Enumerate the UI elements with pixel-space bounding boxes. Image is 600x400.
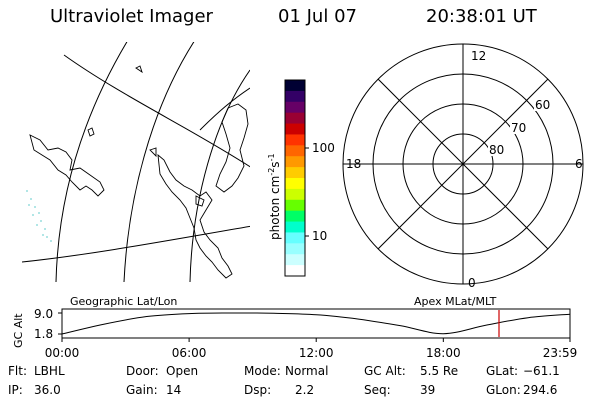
colorbar-cell — [285, 221, 305, 233]
timeline-xtick-label: 23:59 — [543, 346, 578, 360]
app-title: Ultraviolet Imager — [50, 6, 213, 27]
param-label: GLon: — [486, 383, 521, 397]
timeline-xtick-labels: 00:00 06:00 12:00 18:00 23:59 — [45, 346, 578, 360]
param-value: Open — [166, 364, 199, 378]
colorbar-cell — [285, 123, 305, 135]
lat-label-bg-60 — [534, 97, 554, 111]
image-time: 20:38:01 UT — [426, 6, 537, 27]
param-value: 14 — [166, 383, 182, 397]
lat-arc-2 — [123, 42, 195, 282]
timeline-xtick-label: 12:00 — [299, 346, 334, 360]
colorbar-cell — [285, 254, 305, 266]
param-label: Mode: — [244, 364, 281, 378]
colorbar-cell — [285, 80, 305, 92]
colorbar-cell — [285, 167, 305, 179]
coastline-south-america — [157, 153, 233, 279]
polar-diagonal-2 — [377, 78, 549, 250]
colorbar-frame — [284, 79, 306, 277]
colorbar-cell — [285, 188, 305, 201]
colorbar-cell — [285, 210, 305, 223]
aurora-speckle — [26, 190, 52, 242]
param-label: Seq: — [364, 383, 391, 397]
timeline-xtick-label: 18:00 — [426, 346, 461, 360]
lon-line-2 — [22, 225, 250, 263]
param-value: 5.5 Re — [420, 364, 459, 378]
param-label: IP: — [8, 383, 23, 397]
colorbar-tick-label-10: 10 — [312, 229, 327, 243]
polar-plot — [342, 43, 584, 285]
altitude-series-line — [61, 312, 571, 335]
colorbar-cell — [285, 178, 305, 190]
colorbar-cell — [285, 199, 305, 212]
coastline-islands — [87, 65, 205, 207]
timeline-ytick-label-bottom: 1.8 — [34, 327, 53, 341]
lat-arc-3 — [189, 69, 250, 282]
apex-panel-label: Apex MLat/MLT — [414, 295, 497, 308]
lat-arc-1 — [55, 42, 128, 282]
param-value: 2.2 — [295, 383, 315, 397]
colorbar-cell — [285, 101, 305, 114]
param-value: −61.1 — [523, 364, 560, 378]
lat-label-bg-70 — [510, 120, 530, 134]
orbit-altitude-chart: GC Alt 9.0 1.8 00:00 06:00 12:00 18:00 23:59 — [12, 307, 577, 360]
colorbar-cell — [285, 134, 305, 146]
param-label: Gain: — [126, 383, 158, 397]
param-label: GLat: — [486, 364, 519, 378]
colorbar-cell — [285, 265, 305, 277]
lat-label-bg-80 — [488, 142, 508, 156]
mlt-label-6: 6 — [575, 157, 583, 171]
timeline-ytick-label-top: 9.0 — [34, 307, 53, 321]
geographic-panel-label: Geographic Lat/Lon — [70, 295, 177, 308]
colorbar-cell — [285, 156, 305, 168]
colorbar-cell — [285, 90, 305, 103]
colorbar-cell — [285, 232, 305, 244]
lon-line-3 — [199, 87, 250, 131]
timeline-xtick-label: 00:00 — [45, 346, 80, 360]
lat-label-60: 60 — [535, 98, 550, 112]
mlt-label-18: 18 — [346, 157, 361, 171]
param-value: LBHL — [34, 364, 65, 378]
param-label: Flt: — [8, 364, 27, 378]
geographic-map — [22, 42, 250, 282]
colorbar: 100 10 photon cm-2s-1 — [267, 79, 335, 277]
param-label: Dsp: — [244, 383, 272, 397]
timeline-xtick-marks — [61, 338, 571, 342]
param-label: GC Alt: — [364, 364, 406, 378]
timeline-xtick-label: 06:00 — [172, 346, 207, 360]
coastline-antarctic-peninsula — [215, 103, 249, 193]
colorbar-cell — [285, 243, 305, 255]
colorbar-cells — [285, 80, 305, 277]
colorbar-cell — [285, 112, 305, 125]
image-date: 01 Jul 07 — [278, 6, 357, 27]
mlt-label-0: 0 — [468, 276, 476, 290]
param-label: Door: — [126, 364, 159, 378]
colorbar-tick-label-100: 100 — [312, 141, 335, 155]
mlt-label-12: 12 — [471, 49, 486, 63]
lat-label-80: 80 — [489, 143, 504, 157]
polar-label-bg-12 — [471, 48, 487, 62]
timeline-ylabel: GC Alt — [12, 313, 25, 348]
coastline — [29, 134, 105, 197]
param-value: 39 — [420, 383, 436, 397]
param-value: 294.6 — [523, 383, 558, 397]
lon-line-1 — [63, 54, 250, 168]
param-value: Normal — [285, 364, 329, 378]
colorbar-label: photon cm-2s-1 — [267, 153, 282, 240]
param-value: 36.0 — [34, 383, 61, 397]
colorbar-cell — [285, 145, 305, 157]
lat-label-70: 70 — [511, 121, 526, 135]
